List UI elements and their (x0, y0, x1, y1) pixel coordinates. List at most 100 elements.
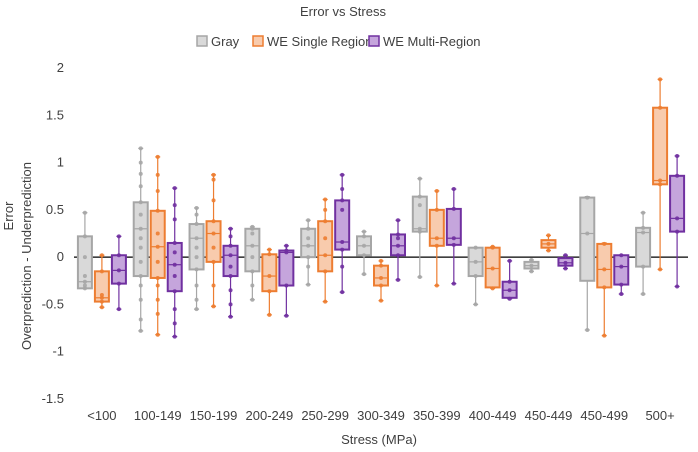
data-point (451, 242, 456, 247)
data-point (451, 281, 456, 286)
box-0-7 (467, 245, 484, 307)
x-tick-label: 150-199 (190, 408, 238, 423)
box-body (149, 209, 166, 279)
data-point (306, 236, 311, 241)
chart-title: Error vs Stress (300, 4, 386, 19)
box-body (669, 174, 686, 233)
data-point (507, 288, 512, 293)
data-point (641, 292, 646, 297)
data-point (172, 240, 177, 245)
data-point (362, 229, 366, 234)
data-point (116, 281, 121, 286)
data-point (417, 275, 422, 280)
data-point (172, 203, 177, 208)
data-point (340, 207, 345, 212)
x-axis-label: Stress (MPa) (341, 432, 417, 447)
box-1-7 (484, 244, 501, 291)
legend-swatch-1 (252, 35, 264, 47)
data-point (323, 236, 328, 241)
data-point (194, 205, 199, 210)
data-point (228, 314, 233, 319)
data-point (211, 198, 216, 203)
x-tick-label: 350-399 (413, 408, 461, 423)
data-point (641, 225, 646, 230)
data-point (323, 253, 328, 258)
data-point (602, 241, 607, 246)
data-point (99, 295, 104, 300)
data-point (194, 267, 199, 272)
data-point (323, 207, 328, 212)
data-point (675, 153, 680, 158)
data-point (507, 296, 512, 301)
box-0-0 (76, 210, 93, 291)
data-point (138, 146, 143, 151)
data-point (82, 255, 87, 260)
data-point (658, 182, 663, 187)
data-point (451, 206, 456, 211)
data-point (417, 226, 422, 231)
data-point (138, 236, 143, 241)
data-point (194, 307, 199, 312)
x-tick-label: 250-299 (301, 408, 349, 423)
data-point (529, 269, 534, 274)
box-1-5 (373, 258, 389, 303)
data-point (228, 302, 233, 307)
data-point (675, 229, 680, 234)
data-point (211, 245, 216, 250)
data-point (250, 255, 255, 260)
data-point (563, 266, 568, 271)
x-tick-label: 450-499 (580, 408, 628, 423)
data-point (138, 226, 143, 231)
y-tick-label: 0.5 (46, 202, 64, 217)
data-point (228, 243, 233, 248)
y-axis-label: Error (1, 201, 16, 231)
data-point (99, 269, 104, 274)
box-0-1 (132, 146, 149, 333)
data-point (250, 283, 255, 288)
data-point (138, 283, 143, 288)
data-point (228, 234, 233, 239)
box-2-10 (669, 153, 686, 289)
data-point (172, 186, 177, 191)
box-1-4 (317, 197, 334, 304)
y-tick-label: -1.5 (42, 391, 64, 406)
data-point (172, 321, 177, 326)
y-tick-label: -0.5 (42, 296, 64, 311)
data-point (451, 187, 456, 192)
data-point (340, 198, 345, 203)
data-point (602, 333, 607, 338)
box-plot-series (76, 77, 686, 339)
data-point (340, 187, 345, 192)
data-point (323, 269, 328, 274)
data-point (379, 258, 383, 263)
data-point (434, 243, 439, 248)
data-point (138, 184, 143, 189)
data-point (473, 274, 478, 279)
data-point (155, 275, 160, 280)
y-tick-label: 2 (57, 60, 64, 75)
data-point (340, 290, 345, 295)
data-point (138, 200, 143, 205)
data-point (138, 212, 143, 217)
data-point (211, 304, 216, 309)
box-1-3 (261, 247, 278, 317)
data-point (675, 173, 680, 178)
data-point (396, 232, 400, 237)
box-1-2 (205, 172, 222, 309)
data-point (116, 268, 121, 273)
data-point (116, 253, 121, 258)
data-point (340, 264, 345, 269)
data-point (306, 264, 311, 269)
data-point (172, 307, 177, 312)
legend-swatch-0 (196, 35, 208, 47)
data-point (155, 231, 160, 236)
data-point (585, 231, 590, 236)
box-1-9 (596, 241, 613, 338)
data-point (82, 274, 87, 279)
legend: Gray WE Single Region WE Multi-Region (196, 34, 481, 49)
data-point (473, 259, 478, 264)
box-2-4 (334, 172, 351, 295)
data-point (267, 289, 272, 294)
box-0-6 (411, 176, 428, 280)
